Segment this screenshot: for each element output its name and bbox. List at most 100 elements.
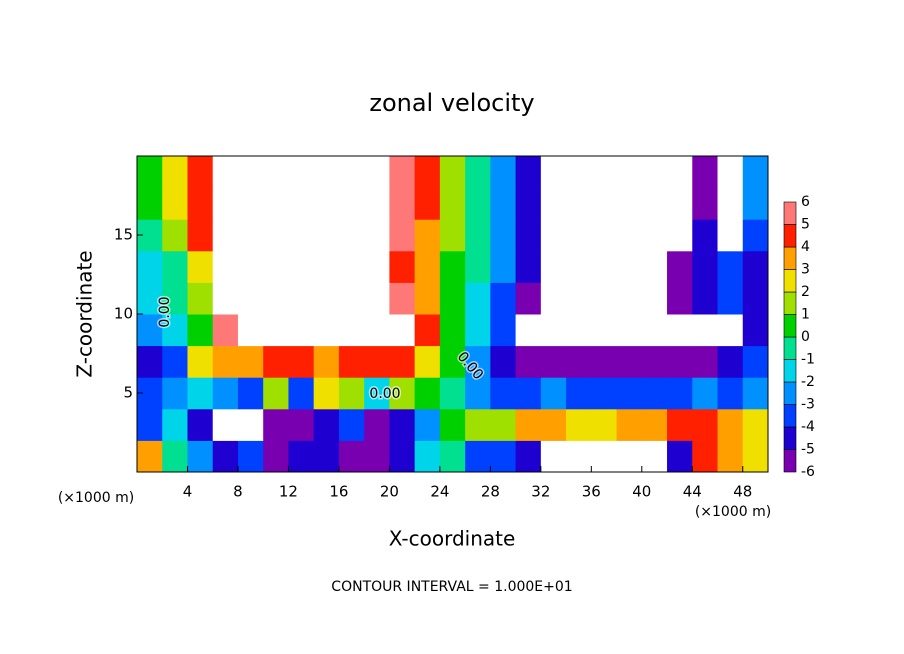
cell — [616, 250, 643, 283]
cell — [641, 250, 668, 283]
cell — [515, 345, 542, 378]
cell — [566, 440, 592, 473]
cell — [692, 250, 719, 283]
cell — [439, 345, 466, 378]
cell — [338, 345, 365, 378]
cell — [263, 440, 289, 473]
cell — [389, 345, 416, 378]
cell — [364, 250, 390, 283]
contour-label: 0.00 — [157, 296, 173, 327]
cell — [263, 187, 289, 220]
cell — [641, 440, 668, 473]
cell — [566, 250, 592, 283]
colorbar-label: -1 — [801, 352, 815, 368]
cell — [490, 345, 517, 378]
cell — [162, 187, 188, 220]
cell — [616, 219, 643, 252]
cell — [187, 345, 214, 378]
cell — [364, 314, 390, 347]
cell — [313, 314, 340, 347]
cell — [414, 440, 441, 473]
cell — [263, 250, 289, 283]
cell — [389, 156, 416, 189]
cell — [237, 219, 264, 252]
cell — [667, 250, 693, 283]
cell — [465, 440, 491, 473]
cell — [414, 408, 441, 441]
cell — [490, 156, 517, 189]
cell — [313, 156, 340, 189]
x-tick-label: 36 — [582, 483, 601, 501]
cell — [667, 408, 693, 441]
cell — [237, 377, 264, 410]
cell — [338, 377, 365, 410]
cell — [212, 408, 239, 441]
cell — [515, 187, 542, 220]
cell — [591, 250, 618, 283]
cell — [641, 219, 668, 252]
cell — [137, 282, 163, 315]
cell — [742, 408, 769, 441]
colorbar-label: 0 — [801, 329, 810, 345]
cell — [742, 282, 769, 315]
cell — [667, 156, 693, 189]
cell — [212, 156, 239, 189]
cell — [212, 282, 239, 315]
cell — [364, 345, 390, 378]
cell — [137, 408, 163, 441]
cell — [288, 377, 315, 410]
cell — [515, 250, 542, 283]
cell — [641, 314, 668, 347]
cell — [591, 187, 618, 220]
cell — [389, 440, 416, 473]
x-tick-label: 44 — [683, 483, 702, 501]
cell — [742, 440, 769, 473]
cell — [162, 377, 188, 410]
colorbar-label: 5 — [801, 217, 810, 233]
contour-label: 0.00 — [369, 386, 400, 402]
cell — [288, 219, 315, 252]
cell — [540, 377, 567, 410]
cell — [439, 250, 466, 283]
cell — [566, 282, 592, 315]
cell — [692, 282, 719, 315]
cell — [465, 156, 491, 189]
cell — [742, 250, 769, 283]
cell — [439, 440, 466, 473]
cell — [313, 345, 340, 378]
cell — [515, 377, 542, 410]
cell — [313, 377, 340, 410]
cell — [414, 250, 441, 283]
cell — [162, 408, 188, 441]
cell — [742, 345, 769, 378]
cell — [616, 156, 643, 189]
cell — [288, 314, 315, 347]
cell — [566, 314, 592, 347]
colorbar-segment — [783, 449, 797, 473]
cell — [364, 156, 390, 189]
cell — [566, 345, 592, 378]
cell — [137, 156, 163, 189]
cell — [742, 377, 769, 410]
cell — [515, 408, 542, 441]
cell — [692, 314, 719, 347]
cell — [540, 156, 567, 189]
cell — [137, 440, 163, 473]
cell — [187, 314, 214, 347]
cell — [490, 282, 517, 315]
cell — [566, 219, 592, 252]
cell — [288, 282, 315, 315]
cell — [515, 440, 542, 473]
cell — [591, 314, 618, 347]
cell — [162, 282, 188, 315]
cell — [540, 345, 567, 378]
colorbar-label: -5 — [801, 442, 815, 458]
cell — [338, 250, 365, 283]
cell — [338, 282, 365, 315]
cell — [667, 219, 693, 252]
cell — [187, 440, 214, 473]
colorbar-segment — [783, 404, 797, 428]
y-tick-label: 5 — [123, 384, 133, 402]
cell — [313, 187, 340, 220]
cell — [389, 250, 416, 283]
